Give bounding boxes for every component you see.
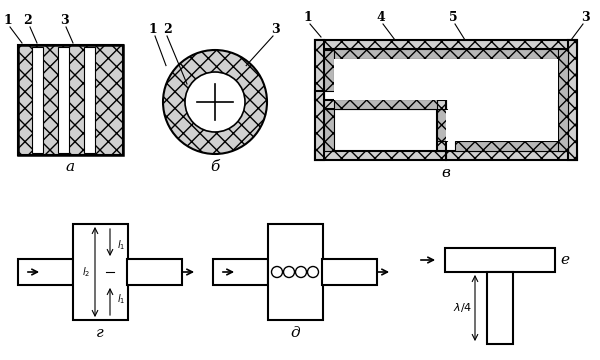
- Bar: [324, 50, 334, 91]
- Bar: [437, 100, 446, 151]
- Bar: [18, 45, 123, 155]
- Text: б: б: [211, 160, 220, 174]
- Text: 3: 3: [271, 23, 280, 36]
- Bar: [334, 59, 446, 100]
- Text: $l_1$: $l_1$: [117, 292, 125, 306]
- Text: в: в: [442, 166, 451, 180]
- Bar: [455, 141, 568, 151]
- Bar: [437, 109, 447, 141]
- Bar: [334, 99, 437, 109]
- Circle shape: [185, 72, 245, 132]
- Bar: [445, 248, 555, 272]
- Bar: [268, 224, 323, 320]
- Bar: [324, 49, 568, 59]
- Text: 5: 5: [449, 11, 457, 24]
- Bar: [18, 259, 73, 285]
- Bar: [213, 259, 268, 285]
- Text: а: а: [66, 160, 75, 174]
- Circle shape: [307, 266, 319, 278]
- Circle shape: [283, 266, 295, 278]
- Bar: [334, 69, 496, 100]
- Bar: [315, 151, 446, 160]
- Bar: [32, 47, 43, 153]
- Bar: [558, 49, 568, 151]
- Bar: [487, 272, 513, 344]
- Text: 2: 2: [163, 23, 172, 36]
- Bar: [334, 59, 558, 100]
- Bar: [315, 40, 577, 49]
- Text: 2: 2: [23, 14, 31, 27]
- Bar: [73, 224, 128, 320]
- Text: $l_2$: $l_2$: [82, 265, 90, 279]
- Bar: [84, 47, 95, 153]
- Circle shape: [163, 50, 267, 154]
- Bar: [127, 259, 182, 285]
- Text: 3: 3: [581, 11, 589, 24]
- Bar: [58, 47, 69, 153]
- Circle shape: [295, 266, 307, 278]
- Text: г: г: [96, 326, 104, 340]
- Bar: [446, 151, 577, 160]
- Text: д: д: [290, 326, 300, 340]
- Text: 3: 3: [59, 14, 68, 27]
- Bar: [446, 110, 558, 141]
- Text: 4: 4: [377, 11, 385, 24]
- Bar: [315, 91, 324, 160]
- Bar: [315, 40, 324, 100]
- Text: 1: 1: [4, 14, 13, 27]
- Text: $\lambda/4$: $\lambda/4$: [454, 302, 473, 315]
- Bar: [568, 40, 577, 160]
- Text: 1: 1: [149, 23, 157, 36]
- Bar: [322, 259, 377, 285]
- Text: е: е: [560, 253, 569, 267]
- Circle shape: [271, 266, 283, 278]
- Bar: [324, 100, 446, 109]
- Bar: [324, 109, 334, 151]
- Bar: [18, 45, 123, 155]
- Text: $l_1$: $l_1$: [117, 238, 125, 252]
- Text: 1: 1: [304, 11, 313, 24]
